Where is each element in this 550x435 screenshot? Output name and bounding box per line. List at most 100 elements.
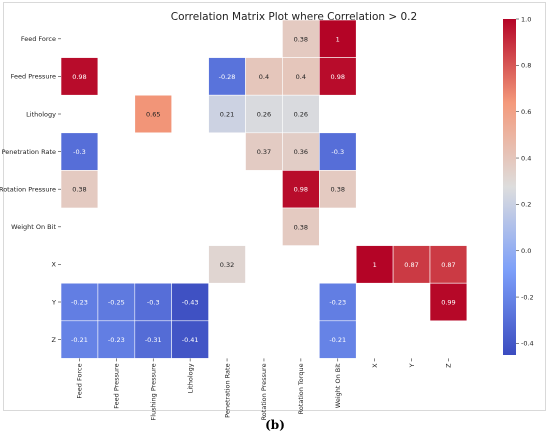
colorbar-tick-label: 0.4: [521, 154, 531, 162]
column-tick-label: Feed Pressure: [113, 363, 121, 408]
cell-value-label: -0.21: [71, 336, 88, 344]
heatmap-cell: [282, 57, 320, 96]
colorbar-tick-label: 0.2: [521, 201, 531, 209]
heatmap-cell: [171, 320, 209, 359]
cell-value-label: 0.38: [72, 186, 86, 194]
heatmap-cell: [208, 245, 246, 284]
heatmap-cell: [245, 57, 283, 96]
colorbar-tick-label: 1.0: [521, 15, 531, 23]
colorbar-tick-label: 0.6: [521, 108, 531, 116]
column-tick-labels: Feed Force Feed Pressure Flushing Pressure…: [76, 358, 453, 420]
cell-value-label: 0.87: [441, 261, 455, 269]
column-tick-label: Rotation Pressure: [260, 363, 268, 420]
heatmap-cell: [318, 19, 357, 58]
column-tick-label: Penetration Rate: [223, 363, 231, 417]
cell-value-label: -0.23: [71, 299, 88, 307]
column-tick-label: Weight On Bit: [334, 363, 342, 408]
cell-value-label: -0.3: [331, 148, 344, 156]
cell-value-label: -0.23: [329, 299, 346, 307]
colorbar: -0.4 -0.2 0.0 0.2 0.4 0.6 0.8 1.0: [503, 15, 534, 355]
heatmap-cell: [171, 282, 209, 322]
cell-value-label: -0.3: [73, 148, 86, 156]
row-tick-label: Rotation Pressure: [0, 186, 56, 194]
heatmap-cell: [318, 282, 357, 322]
row-tick-label: Y: [51, 298, 56, 306]
heatmap-cell: [60, 282, 99, 322]
cell-value-label: 0.4: [296, 73, 306, 81]
heatmap-cell: [282, 94, 320, 134]
heatmap-cell: [318, 132, 357, 171]
cell-value-label: 0.21: [220, 111, 234, 119]
heatmap-cell: [245, 132, 283, 171]
colorbar-tick-label: -0.4: [521, 340, 534, 348]
cell-value-label: -0.21: [329, 336, 346, 344]
heatmap-cell: [97, 320, 136, 359]
colorbar-gradient: [503, 19, 516, 355]
colorbar-tick-label: 0.8: [521, 62, 531, 70]
cell-value-label: 0.98: [294, 186, 308, 194]
heatmap-cell: [282, 207, 320, 246]
column-tick-label: Rotation Torque: [297, 363, 305, 414]
cell-value-label: 0.65: [146, 111, 160, 119]
cell-value-label: -0.23: [108, 336, 125, 344]
cell-value-label: -0.31: [145, 336, 162, 344]
heatmap-cell: [318, 170, 357, 209]
heatmap-cell: [134, 320, 173, 359]
row-tick-label: X: [52, 261, 57, 269]
column-tick-label: Lithology: [186, 363, 194, 393]
cell-value-label: 1: [336, 35, 340, 43]
row-tick-labels: Feed Force Feed Pressure Lithology Penetrat…: [0, 35, 61, 344]
heatmap-cell: [429, 282, 468, 322]
heatmap-cell: [208, 94, 246, 134]
cell-value-label: 0.87: [404, 261, 418, 269]
heatmap-cell: [134, 282, 173, 322]
row-tick-label: Lithology: [26, 110, 56, 118]
cell-value-label: 0.98: [331, 73, 345, 81]
cell-value-label: -0.3: [147, 299, 160, 307]
cell-value-label: 0.38: [294, 35, 308, 43]
cell-value-label: 0.26: [257, 111, 271, 119]
heatmap-cell: [60, 320, 99, 359]
heatmap-cell: [429, 245, 468, 284]
heatmap-cells: [60, 19, 468, 359]
row-tick-label: Z: [52, 336, 57, 344]
column-tick-label: Z: [445, 363, 453, 368]
row-tick-label: Weight On Bit: [11, 223, 56, 231]
heatmap-cell: [60, 57, 99, 96]
heatmap-cell: [60, 170, 99, 209]
cell-value-label: -0.41: [182, 336, 199, 344]
cell-value-label: -0.25: [108, 299, 125, 307]
cell-value-label: 0.4: [259, 73, 269, 81]
cell-value-labels: 0.38 1 0.98 -0.28 0.4 0.4 0.98 0.65 0.21 0.26 0.26…: [71, 35, 456, 344]
cell-value-label: 0.32: [220, 261, 234, 269]
cell-value-label: 0.26: [294, 111, 308, 119]
cell-value-label: 0.36: [294, 148, 308, 156]
cell-value-label: 0.99: [441, 299, 455, 307]
column-tick-label: X: [371, 363, 379, 368]
cell-value-label: -0.43: [182, 299, 199, 307]
cell-value-label: 1: [373, 261, 377, 269]
colorbar-tick-label: -0.2: [521, 293, 534, 301]
heatmap-cell: [245, 94, 283, 134]
row-tick-label: Feed Force: [21, 35, 56, 43]
heatmap-cell: [355, 245, 394, 284]
heatmap-cell: [208, 57, 246, 96]
row-tick-label: Feed Pressure: [11, 73, 56, 81]
cell-value-label: 0.98: [72, 73, 86, 81]
cell-value-label: 0.38: [331, 186, 345, 194]
colorbar-tick-label: 0.0: [521, 247, 531, 255]
heatmap-cell: [134, 94, 173, 134]
heatmap-cell: [318, 57, 357, 96]
heatmap-cell: [282, 170, 320, 209]
column-tick-label: Flushing Pressure: [150, 363, 158, 420]
row-tick-label: Penetration Rate: [2, 148, 56, 156]
heatmap-cell: [282, 132, 320, 171]
cell-value-label: -0.28: [219, 73, 236, 81]
heatmap-cell: [60, 132, 99, 171]
cell-value-label: 0.38: [294, 223, 308, 231]
heatmap-cell: [318, 320, 357, 359]
cell-value-label: 0.37: [257, 148, 271, 156]
figure-caption: (b): [265, 418, 285, 432]
column-tick-label: Y: [408, 363, 416, 368]
